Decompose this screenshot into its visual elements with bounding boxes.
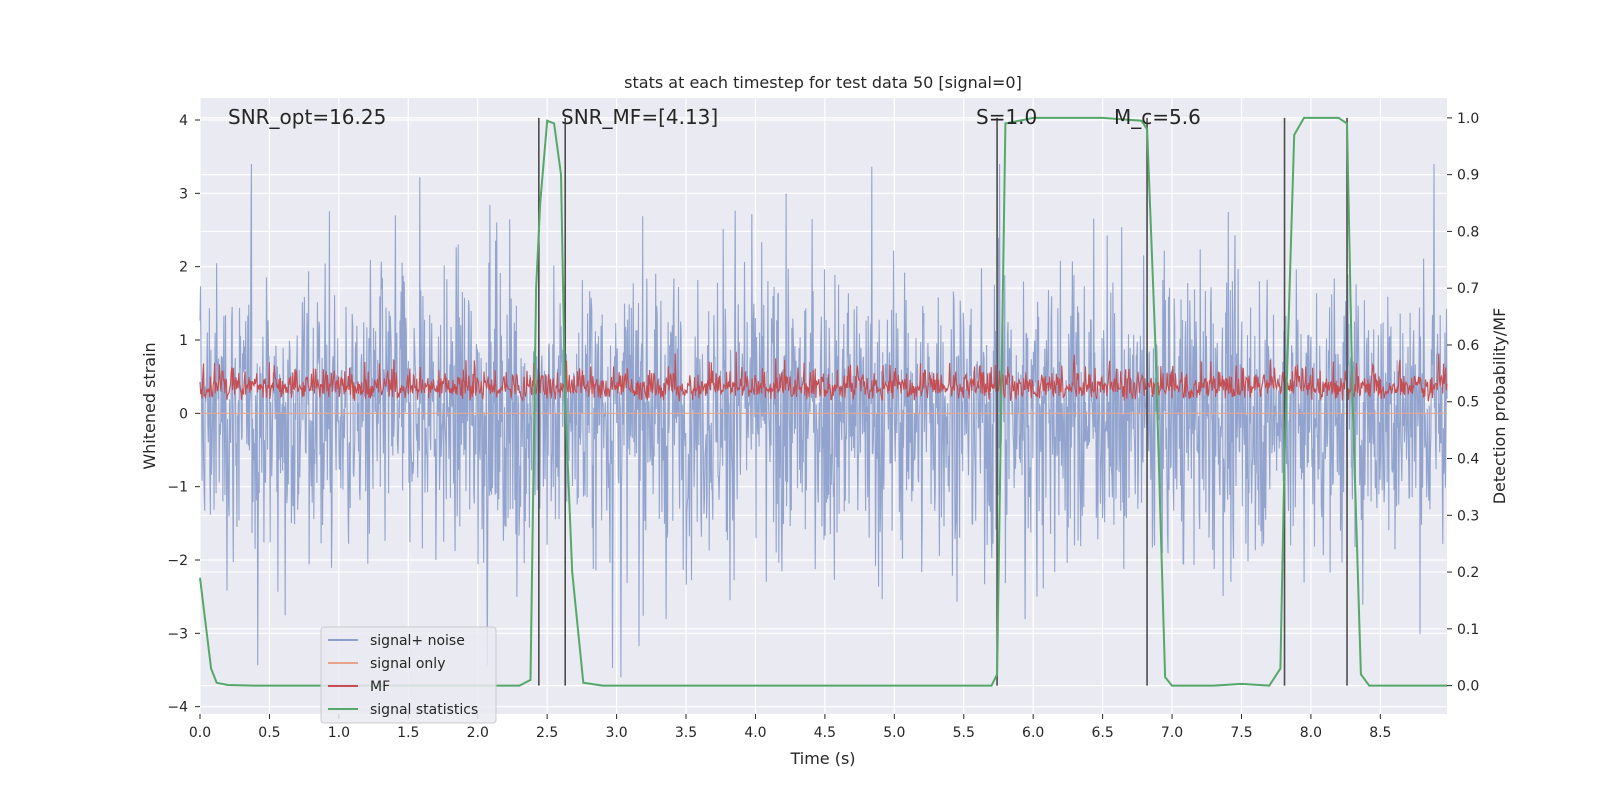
left-y-tick-label: −3 [167, 626, 188, 642]
mf-series [199, 351, 1448, 402]
vertical-lines [538, 117, 1348, 686]
left-y-tick-label: 1 [179, 333, 188, 349]
right-y-tick-label: 0.5 [1457, 395, 1479, 411]
x-tick-label: 5.0 [883, 725, 905, 741]
x-tick-label: 1.0 [328, 725, 350, 741]
x-axis-label: Time (s) [789, 749, 855, 768]
right-y-tick-label: 0.2 [1457, 565, 1479, 581]
x-tick-label: 0.0 [189, 725, 211, 741]
legend-label-signal-only: signal only [370, 656, 445, 672]
x-tick-label: 2.0 [467, 725, 489, 741]
right-y-tick-label: 0.6 [1457, 338, 1479, 354]
legend: signal+ noise signal only MF signal stat… [320, 626, 497, 724]
right-y-axis-ticks: 1.0 0.9 0.8 0.7 0.6 0.5 0.4 0.3 0.2 0.1 0.0 [1447, 111, 1479, 695]
x-tick-label: 8.5 [1369, 725, 1391, 741]
signal-statistics-series [199, 116, 1447, 687]
right-y-tick-label: 0.1 [1457, 622, 1479, 638]
legend-box [320, 626, 497, 724]
x-tick-label: 3.0 [605, 725, 627, 741]
x-tick-label: 4.5 [814, 725, 836, 741]
right-y-tick-label: 0.7 [1457, 281, 1479, 297]
right-y-tick-label: 0.9 [1457, 168, 1479, 184]
x-tick-label: 8.0 [1300, 725, 1322, 741]
x-tick-label: 1.5 [397, 725, 419, 741]
left-y-axis-ticks: 4 3 2 1 0 −1 −2 −3 −4 [167, 113, 200, 716]
chart-title: stats at each timestep for test data 50 … [624, 73, 1022, 92]
mf-line [199, 351, 1448, 402]
left-y-tick-label: 4 [179, 113, 188, 129]
right-y-axis-label: Detection probability/MF [1490, 308, 1509, 505]
left-y-tick-label: −4 [167, 700, 188, 716]
x-tick-label: 7.5 [1230, 725, 1252, 741]
x-tick-label: 3.5 [675, 725, 697, 741]
left-y-tick-label: 3 [179, 186, 188, 202]
left-y-tick-label: 2 [179, 260, 188, 276]
x-tick-label: 5.5 [953, 725, 975, 741]
right-y-tick-label: 0.3 [1457, 508, 1479, 524]
signal-noise-line [199, 163, 1448, 678]
annotation-snr-opt: SNR_opt=16.25 [228, 105, 386, 129]
x-tick-label: 2.5 [536, 725, 558, 741]
left-y-axis-label: Whitened strain [140, 342, 159, 469]
x-tick-label: 7.0 [1161, 725, 1183, 741]
annotation-snr-mf: SNR_MF=[4.13] [561, 105, 718, 129]
x-tick-label: 0.5 [258, 725, 280, 741]
right-y-tick-label: 0.8 [1457, 224, 1479, 240]
x-tick-label: 6.5 [1091, 725, 1113, 741]
annotations: SNR_opt=16.25 SNR_MF=[4.13] S=1.0 M_c=5.… [228, 105, 1201, 129]
x-axis-ticks: 0.0 0.5 1.0 1.5 2.0 2.5 3.0 3.5 4.0 4.5 5.0 5.5 6.0 6… [189, 714, 1391, 741]
x-tick-label: 4.0 [744, 725, 766, 741]
left-y-tick-label: −2 [167, 553, 188, 569]
left-y-tick-label: −1 [167, 480, 188, 496]
right-y-tick-label: 0.0 [1457, 679, 1479, 695]
legend-label-signal-noise: signal+ noise [370, 633, 465, 649]
right-y-tick-label: 0.4 [1457, 452, 1479, 468]
right-y-tick-label: 1.0 [1457, 111, 1479, 127]
left-y-tick-label: 0 [179, 406, 188, 422]
legend-label-mf: MF [370, 679, 390, 695]
legend-label-signal-statistics: signal statistics [370, 702, 478, 718]
annotation-mc: M_c=5.6 [1114, 105, 1201, 129]
signal-statistics-line [199, 116, 1447, 687]
annotation-s: S=1.0 [976, 105, 1037, 129]
x-tick-label: 6.0 [1022, 725, 1044, 741]
signal-noise-series [199, 163, 1448, 678]
